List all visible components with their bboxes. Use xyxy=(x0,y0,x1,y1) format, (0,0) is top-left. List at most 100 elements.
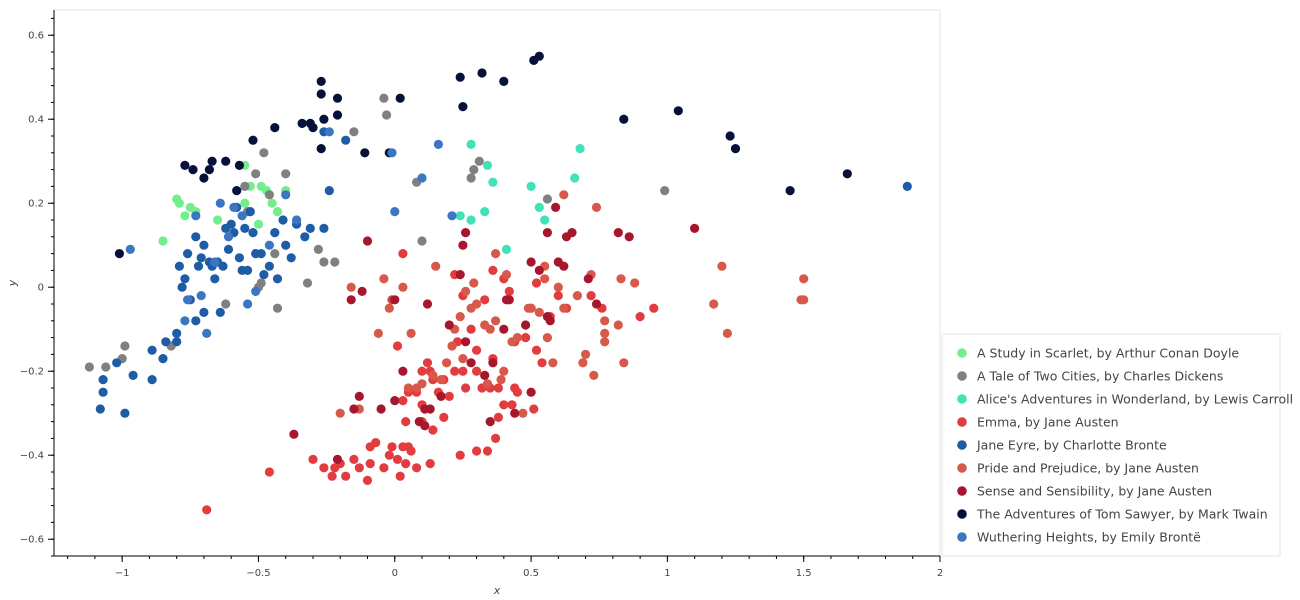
data-point xyxy=(332,454,343,464)
data-point xyxy=(125,244,135,254)
data-point xyxy=(373,328,383,338)
data-point xyxy=(120,341,130,351)
data-point xyxy=(221,299,231,309)
data-point xyxy=(600,328,610,338)
data-point xyxy=(559,190,569,200)
data-point xyxy=(202,328,212,338)
data-point xyxy=(346,295,356,305)
data-point xyxy=(581,349,591,359)
data-point xyxy=(466,215,476,225)
data-point xyxy=(335,408,345,418)
data-point xyxy=(902,181,912,191)
data-point xyxy=(406,328,416,338)
data-point xyxy=(600,337,610,347)
data-point xyxy=(529,404,539,414)
legend-marker xyxy=(957,440,967,450)
legend-label: Emma, by Jane Austen xyxy=(977,415,1119,430)
data-point xyxy=(542,194,553,204)
data-point xyxy=(570,173,580,183)
data-point xyxy=(292,215,302,225)
data-point xyxy=(177,282,187,292)
data-point xyxy=(422,358,433,368)
data-point xyxy=(436,375,446,385)
data-point xyxy=(300,232,310,242)
x-tick-label: −1 xyxy=(115,568,130,579)
data-point xyxy=(101,362,111,372)
x-tick-label: 0.5 xyxy=(523,568,539,579)
series-4 xyxy=(95,127,912,418)
data-point xyxy=(575,144,585,154)
data-point xyxy=(428,370,438,380)
data-point xyxy=(619,358,629,368)
data-point xyxy=(425,459,435,469)
legend-marker xyxy=(957,348,967,358)
data-point xyxy=(324,127,334,137)
data-point xyxy=(499,400,509,410)
data-point xyxy=(330,257,340,267)
data-point xyxy=(286,253,296,263)
data-point xyxy=(406,446,416,456)
x-tick-label: 0 xyxy=(392,568,398,579)
data-point xyxy=(270,228,280,238)
data-point xyxy=(510,408,520,418)
data-point xyxy=(472,446,482,456)
data-point xyxy=(213,215,223,225)
data-point xyxy=(341,135,351,145)
data-point xyxy=(403,383,413,393)
legend-label: A Study in Scarlet, by Arthur Conan Doyl… xyxy=(977,346,1239,361)
data-point xyxy=(251,169,261,179)
legend-marker xyxy=(957,417,967,427)
legend-label: Sense and Sensibility, by Jane Austen xyxy=(977,484,1212,499)
data-point xyxy=(180,274,190,284)
data-point xyxy=(613,228,623,238)
data-point xyxy=(725,131,735,141)
data-point xyxy=(401,417,411,427)
data-point xyxy=(531,278,542,288)
data-point xyxy=(589,370,599,380)
data-point xyxy=(240,223,250,233)
data-point xyxy=(232,186,242,196)
x-tick-label: 2 xyxy=(937,568,943,579)
data-point xyxy=(319,463,329,473)
data-point xyxy=(210,257,220,267)
data-point xyxy=(600,316,610,326)
data-point xyxy=(461,337,471,347)
data-point xyxy=(730,144,741,154)
data-point xyxy=(493,412,503,422)
data-point xyxy=(472,299,482,309)
x-tick-label: −0.5 xyxy=(246,568,270,579)
data-point xyxy=(313,244,323,254)
series-5 xyxy=(335,190,809,418)
data-point xyxy=(455,450,465,460)
data-point xyxy=(237,211,247,221)
data-point xyxy=(221,156,231,166)
data-point xyxy=(428,425,438,435)
data-point xyxy=(635,312,645,322)
data-point xyxy=(542,333,553,343)
data-point xyxy=(785,186,795,196)
data-point xyxy=(349,454,359,464)
data-point xyxy=(578,358,588,368)
x-tick-label: 1 xyxy=(664,568,670,579)
data-point xyxy=(379,274,389,284)
series-1 xyxy=(84,93,670,372)
data-point xyxy=(842,169,852,179)
data-point xyxy=(98,387,108,397)
data-point xyxy=(534,51,544,61)
data-point xyxy=(496,375,506,385)
data-point xyxy=(395,93,405,103)
data-point xyxy=(272,303,283,313)
data-point xyxy=(542,228,553,238)
y-tick-label: −0.6 xyxy=(20,535,44,546)
data-point xyxy=(384,303,394,313)
data-point xyxy=(349,127,359,137)
legend-marker xyxy=(957,486,967,496)
data-point xyxy=(180,211,190,221)
data-point xyxy=(537,358,547,368)
data-point xyxy=(191,211,201,221)
data-point xyxy=(586,291,596,301)
data-point xyxy=(341,471,351,481)
data-point xyxy=(180,316,190,326)
data-point xyxy=(240,198,250,208)
data-point xyxy=(272,207,283,217)
